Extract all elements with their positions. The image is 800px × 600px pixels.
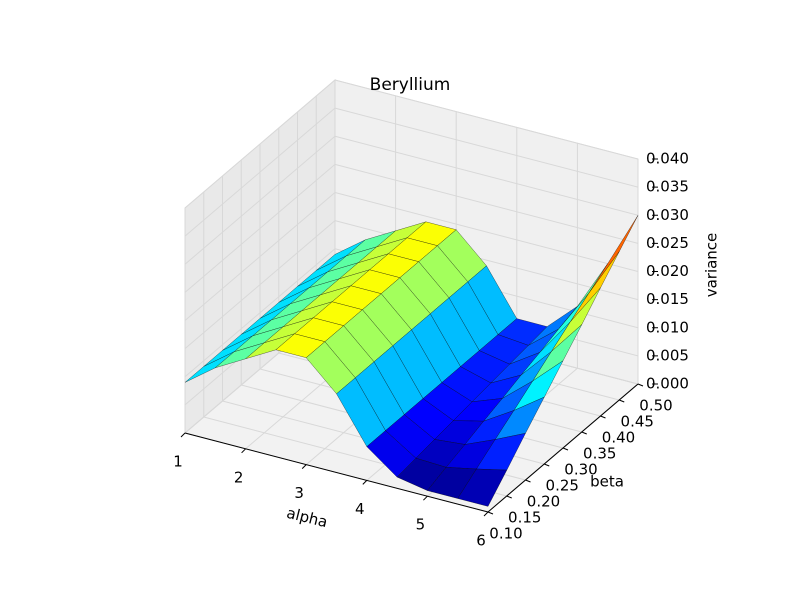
grid-line <box>334 135 639 216</box>
tick-mark <box>619 399 625 403</box>
tick-mark <box>600 415 606 419</box>
grid-line <box>184 192 336 321</box>
chart-title: Beryllium <box>370 75 451 95</box>
y-axis-line <box>487 383 639 513</box>
z-tick-label: 0.015 <box>646 290 689 308</box>
grid-line <box>184 220 336 350</box>
y-tick-label: 0.25 <box>546 477 579 495</box>
z-tick-label: 0.030 <box>646 206 689 224</box>
surface <box>184 215 639 507</box>
z-tick-label: 0.000 <box>646 375 689 393</box>
x-tick-label: 4 <box>355 500 365 518</box>
grid-line <box>334 163 639 244</box>
tick-mark <box>483 511 489 517</box>
tick-mark <box>423 495 428 501</box>
y-tick-label: 0.30 <box>564 461 597 479</box>
grid-line <box>184 79 336 209</box>
tick-mark <box>581 431 587 435</box>
x-tick-label: 5 <box>416 516 426 534</box>
x-axis-line <box>184 432 489 513</box>
tick-mark <box>544 463 550 467</box>
tick-mark <box>487 511 494 515</box>
x-axis-label: alpha <box>285 504 330 532</box>
x-tick-label: 6 <box>476 532 486 550</box>
z-tick-label: 0.035 <box>646 178 689 196</box>
z-tick-label: 0.025 <box>646 234 689 252</box>
surface-patch <box>457 468 508 507</box>
z-tick-label: 0.040 <box>646 150 689 168</box>
tick-mark <box>180 432 186 438</box>
grid-line <box>184 107 336 237</box>
grid-line <box>184 163 336 293</box>
z-axis-label: variance <box>703 233 721 298</box>
z-tick-label: 0.005 <box>646 346 689 364</box>
tick-mark <box>562 447 569 451</box>
y-tick-label: 0.50 <box>639 397 672 415</box>
grid-line <box>334 79 639 160</box>
z-tick-label: 0.010 <box>646 318 689 336</box>
grid-line <box>184 135 336 265</box>
grid-line <box>334 192 639 272</box>
x-tick-label: 3 <box>294 484 304 502</box>
tick-mark <box>525 479 531 483</box>
z-tick-label: 0.020 <box>646 262 689 280</box>
x-tick-label: 2 <box>234 468 244 486</box>
grid-line <box>184 248 336 378</box>
grid-line <box>334 107 639 188</box>
tick-mark <box>362 480 368 485</box>
tick-mark <box>301 464 307 469</box>
tick-mark <box>241 448 246 454</box>
y-tick-label: 0.20 <box>527 493 560 511</box>
tick-mark <box>506 495 512 499</box>
y-tick-label: 0.35 <box>583 445 616 463</box>
y-axis-label: beta <box>590 473 624 491</box>
tick-mark <box>637 383 644 387</box>
x-tick-label: 1 <box>173 453 183 471</box>
y-tick-label: 0.40 <box>602 429 635 447</box>
y-tick-label: 0.45 <box>621 413 654 431</box>
y-tick-label: 0.15 <box>508 509 541 527</box>
y-tick-label: 0.10 <box>489 525 522 543</box>
